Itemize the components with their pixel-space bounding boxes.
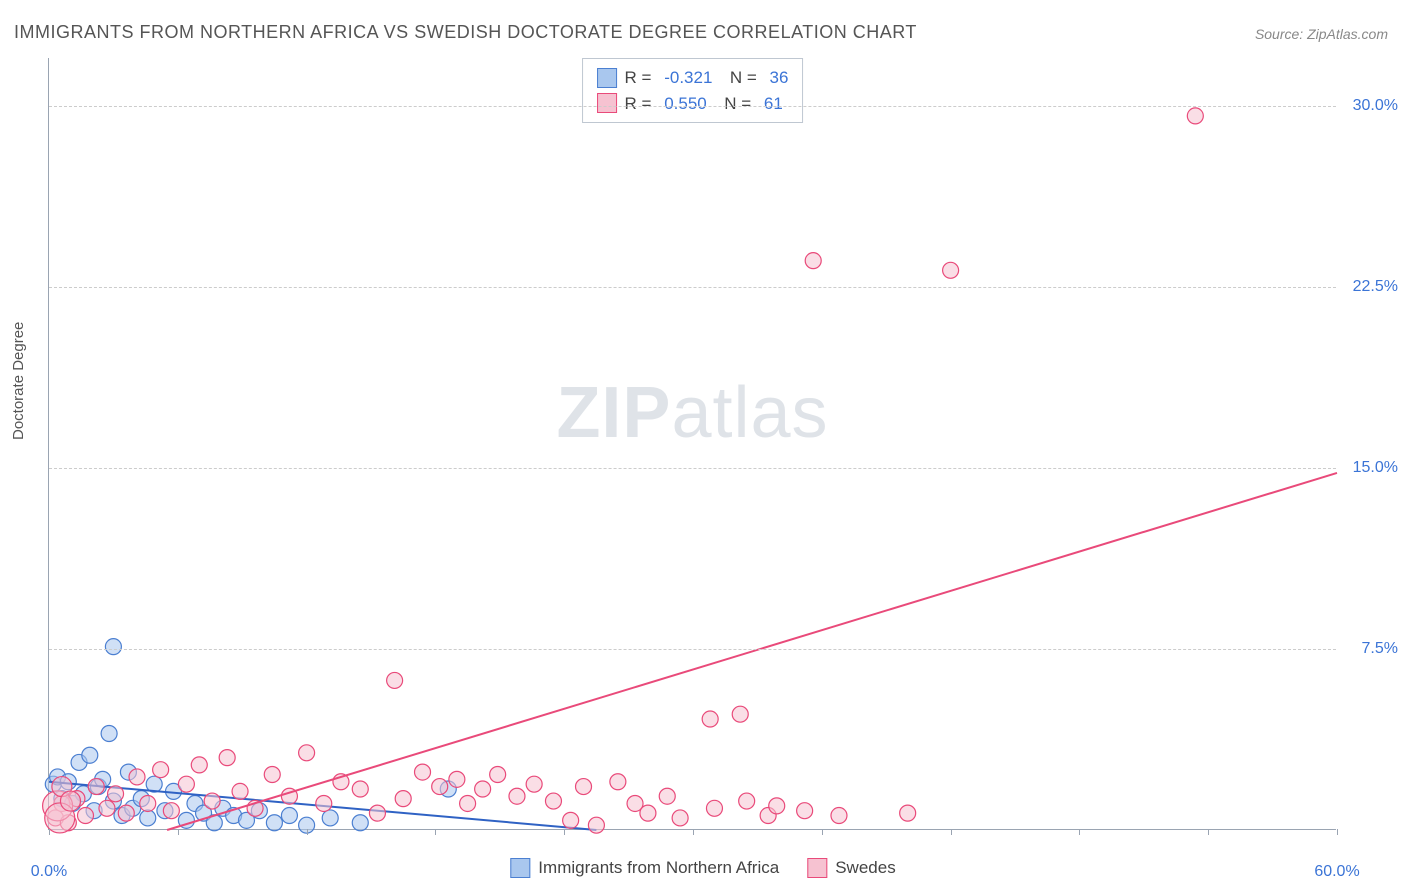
scatter-point	[943, 262, 959, 278]
scatter-point	[732, 706, 748, 722]
scatter-point	[640, 805, 656, 821]
scatter-point	[352, 815, 368, 831]
scatter-point	[576, 779, 592, 795]
scatter-point	[432, 779, 448, 795]
scatter-point	[797, 803, 813, 819]
scatter-point	[706, 800, 722, 816]
scatter-point	[140, 810, 156, 826]
scatter-point	[101, 726, 117, 742]
scatter-point	[191, 757, 207, 773]
scatter-point	[105, 639, 121, 655]
scatter-point	[178, 776, 194, 792]
scatter-point	[490, 767, 506, 783]
scatter-point	[672, 810, 688, 826]
scatter-point	[659, 788, 675, 804]
y-axis-label: Doctorate Degree	[10, 322, 27, 440]
scatter-point	[163, 803, 179, 819]
scatter-point	[369, 805, 385, 821]
x-tick-label: 60.0%	[1314, 863, 1359, 881]
scatter-point	[460, 795, 476, 811]
scatter-point	[266, 815, 282, 831]
y-tick-label: 15.0%	[1353, 459, 1398, 477]
scatter-point	[204, 793, 220, 809]
scatter-point	[475, 781, 491, 797]
scatter-point	[322, 810, 338, 826]
swatch-series1	[510, 858, 530, 878]
scatter-point	[153, 762, 169, 778]
bottom-legend: Immigrants from Northern Africa Swedes	[510, 858, 895, 878]
scatter-point	[563, 812, 579, 828]
scatter-plot-svg	[49, 58, 1336, 829]
scatter-point	[118, 805, 134, 821]
y-tick-label: 22.5%	[1353, 278, 1398, 296]
scatter-point	[232, 783, 248, 799]
source-credit: Source: ZipAtlas.com	[1255, 26, 1388, 42]
scatter-point	[219, 750, 235, 766]
scatter-point	[739, 793, 755, 809]
scatter-point	[60, 791, 80, 811]
scatter-point	[99, 800, 115, 816]
scatter-point	[129, 769, 145, 785]
scatter-point	[395, 791, 411, 807]
x-tick-label: 0.0%	[31, 863, 67, 881]
scatter-point	[316, 795, 332, 811]
scatter-point	[769, 798, 785, 814]
scatter-point	[900, 805, 916, 821]
scatter-point	[415, 764, 431, 780]
scatter-point	[299, 745, 315, 761]
scatter-point	[610, 774, 626, 790]
scatter-point	[1187, 108, 1203, 124]
scatter-point	[449, 771, 465, 787]
scatter-point	[702, 711, 718, 727]
scatter-point	[526, 776, 542, 792]
trend-line	[167, 473, 1337, 830]
scatter-point	[545, 793, 561, 809]
scatter-point	[264, 767, 280, 783]
scatter-point	[805, 253, 821, 269]
legend-label-series1: Immigrants from Northern Africa	[538, 858, 779, 878]
legend-label-series2: Swedes	[835, 858, 895, 878]
scatter-point	[387, 672, 403, 688]
scatter-point	[831, 808, 847, 824]
scatter-point	[140, 795, 156, 811]
scatter-point	[588, 817, 604, 833]
scatter-point	[509, 788, 525, 804]
chart-title: IMMIGRANTS FROM NORTHERN AFRICA VS SWEDI…	[14, 22, 917, 43]
y-tick-label: 7.5%	[1362, 640, 1398, 658]
y-tick-label: 30.0%	[1353, 97, 1398, 115]
legend-item-series1: Immigrants from Northern Africa	[510, 858, 779, 878]
scatter-point	[108, 786, 124, 802]
scatter-point	[281, 808, 297, 824]
scatter-point	[88, 779, 104, 795]
legend-item-series2: Swedes	[807, 858, 895, 878]
scatter-point	[77, 808, 93, 824]
chart-plot-area: ZIPatlas R = -0.321 N = 36 R = 0.550 N =…	[48, 58, 1336, 830]
swatch-series2	[807, 858, 827, 878]
scatter-point	[352, 781, 368, 797]
scatter-point	[82, 747, 98, 763]
